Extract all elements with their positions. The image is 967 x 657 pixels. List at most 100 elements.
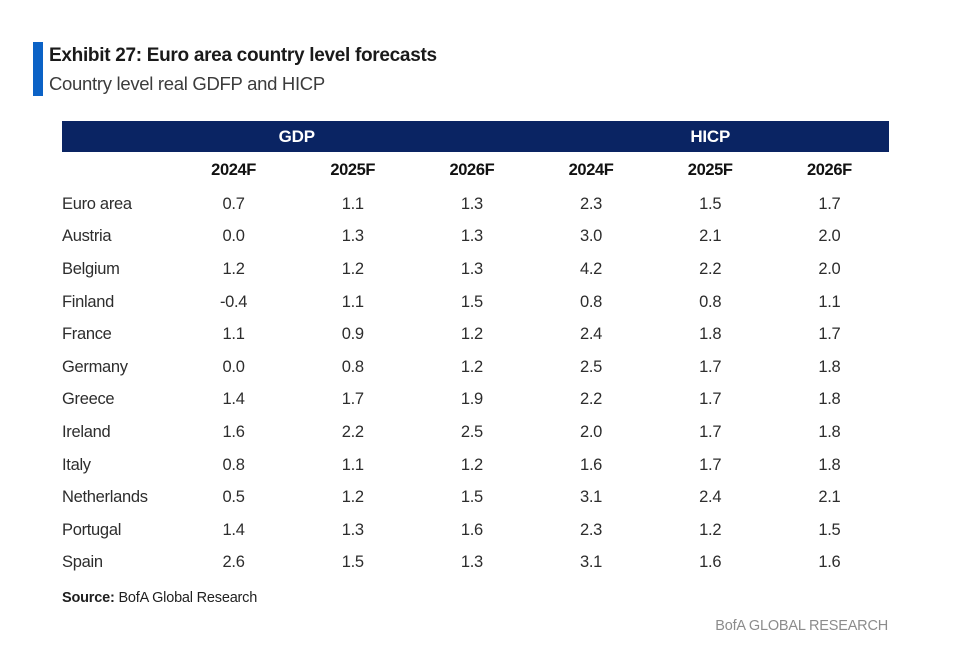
corner-cell: [62, 152, 174, 188]
table-row: Finland -0.4 1.1 1.5 0.8 0.8 1.1: [62, 286, 889, 319]
value-cell: 1.7: [341, 390, 364, 409]
forecast-table-wrap: GDP HICP 2024F 2025F 2026F 2024F 2025F 2…: [62, 121, 889, 579]
value-cell: 1.8: [818, 390, 841, 409]
table-row: Euro area 0.7 1.1 1.3 2.3 1.5 1.7: [62, 188, 889, 221]
country-label: Belgium: [62, 259, 120, 278]
value-cell: 1.6: [460, 520, 483, 539]
value-cell: 1.6: [222, 422, 245, 441]
country-label: Austria: [62, 227, 112, 246]
forecast-table: GDP HICP 2024F 2025F 2026F 2024F 2025F 2…: [62, 121, 889, 579]
title-block: Exhibit 27: Euro area country level fore…: [33, 42, 437, 97]
value-cell: 1.6: [580, 455, 603, 474]
country-label: Italy: [62, 455, 91, 474]
value-cell: 1.7: [699, 390, 722, 409]
value-cell: 0.8: [699, 292, 722, 311]
value-cell: -0.4: [219, 292, 248, 311]
value-cell: 1.3: [341, 227, 364, 246]
value-cell: 0.8: [341, 357, 364, 376]
value-cell: 2.6: [222, 553, 245, 572]
value-cell: 1.7: [699, 357, 722, 376]
value-cell: 1.5: [699, 194, 722, 213]
value-cell: 2.5: [460, 422, 483, 441]
value-cell: 2.0: [818, 227, 841, 246]
value-cell: 2.1: [818, 488, 841, 507]
value-cell: 0.5: [222, 488, 245, 507]
value-cell: 1.7: [699, 422, 722, 441]
value-cell: 3.1: [580, 553, 603, 572]
value-cell: 1.1: [341, 292, 364, 311]
value-cell: 3.1: [580, 488, 603, 507]
value-cell: 1.2: [341, 488, 364, 507]
value-cell: 1.3: [460, 259, 483, 278]
group-header-gdp: GDP: [62, 121, 532, 152]
value-cell: 1.7: [699, 455, 722, 474]
table-row: Austria 0.0 1.3 1.3 3.0 2.1 2.0: [62, 221, 889, 254]
country-label: Portugal: [62, 520, 122, 539]
value-cell: 1.5: [818, 520, 841, 539]
value-cell: 0.8: [580, 292, 603, 311]
value-cell: 2.2: [580, 390, 603, 409]
brand-footer: BofA GLOBAL RESEARCH: [715, 618, 888, 634]
country-label: Greece: [62, 390, 115, 409]
country-label: Netherlands: [62, 488, 148, 507]
value-cell: 2.3: [580, 520, 603, 539]
table-row: Netherlands 0.5 1.2 1.5 3.1 2.4 2.1: [62, 481, 889, 514]
table-body: Euro area 0.7 1.1 1.3 2.3 1.5 1.7 Austria 0.0 1.3…: [62, 188, 889, 579]
exhibit-title: Exhibit 27: Euro area country level fore…: [49, 45, 437, 66]
column-header: 2025F: [330, 160, 376, 179]
table-row: Belgium 1.2 1.2 1.3 4.2 2.2 2.0: [62, 253, 889, 286]
value-cell: 1.9: [460, 390, 483, 409]
table-row: Spain 2.6 1.5 1.3 3.1 1.6 1.6: [62, 547, 889, 580]
value-cell: 1.2: [460, 325, 483, 344]
column-header-row: 2024F 2025F 2026F 2024F 2025F 2026F: [62, 152, 889, 188]
table-row: Ireland 1.6 2.2 2.5 2.0 1.7 1.8: [62, 416, 889, 449]
value-cell: 2.2: [699, 259, 722, 278]
value-cell: 4.2: [580, 259, 603, 278]
source-text: BofA Global Research: [118, 590, 258, 606]
value-cell: 1.2: [699, 520, 722, 539]
country-label: Ireland: [62, 422, 111, 441]
value-cell: 1.6: [699, 553, 722, 572]
source-note: Source: BofA Global Research: [62, 590, 257, 606]
country-label: Finland: [62, 292, 115, 311]
column-header: 2026F: [449, 160, 495, 179]
value-cell: 2.0: [580, 422, 603, 441]
value-cell: 1.2: [222, 259, 245, 278]
value-cell: 1.3: [460, 227, 483, 246]
table-row: France 1.1 0.9 1.2 2.4 1.8 1.7: [62, 318, 889, 351]
value-cell: 1.8: [818, 357, 841, 376]
value-cell: 1.3: [341, 520, 364, 539]
value-cell: 1.8: [699, 325, 722, 344]
value-cell: 1.7: [818, 194, 841, 213]
value-cell: 0.7: [222, 194, 245, 213]
table-row: Germany 0.0 0.8 1.2 2.5 1.7 1.8: [62, 351, 889, 384]
value-cell: 1.4: [222, 520, 245, 539]
value-cell: 1.5: [460, 488, 483, 507]
value-cell: 2.4: [699, 488, 722, 507]
value-cell: 0.0: [222, 357, 245, 376]
group-header-row: GDP HICP: [62, 121, 889, 152]
value-cell: 1.1: [341, 455, 364, 474]
column-header: 2024F: [568, 160, 614, 179]
table-row: Greece 1.4 1.7 1.9 2.2 1.7 1.8: [62, 384, 889, 417]
value-cell: 0.0: [222, 227, 245, 246]
country-label: Euro area: [62, 194, 132, 213]
column-header: 2024F: [211, 160, 256, 179]
value-cell: 1.6: [818, 553, 841, 572]
value-cell: 1.5: [460, 292, 483, 311]
value-cell: 2.1: [699, 227, 722, 246]
value-cell: 1.3: [460, 194, 483, 213]
value-cell: 1.1: [222, 325, 245, 344]
accent-bar: [33, 42, 43, 97]
value-cell: 2.0: [818, 259, 841, 278]
country-label: Germany: [62, 357, 128, 376]
country-label: Spain: [62, 553, 103, 572]
value-cell: 1.8: [818, 455, 841, 474]
value-cell: 1.4: [222, 390, 245, 409]
value-cell: 1.5: [341, 553, 364, 572]
value-cell: 1.2: [460, 455, 483, 474]
value-cell: 3.0: [580, 227, 603, 246]
exhibit-subtitle: Country level real GDFP and HICP: [49, 72, 325, 94]
value-cell: 1.3: [460, 553, 483, 572]
